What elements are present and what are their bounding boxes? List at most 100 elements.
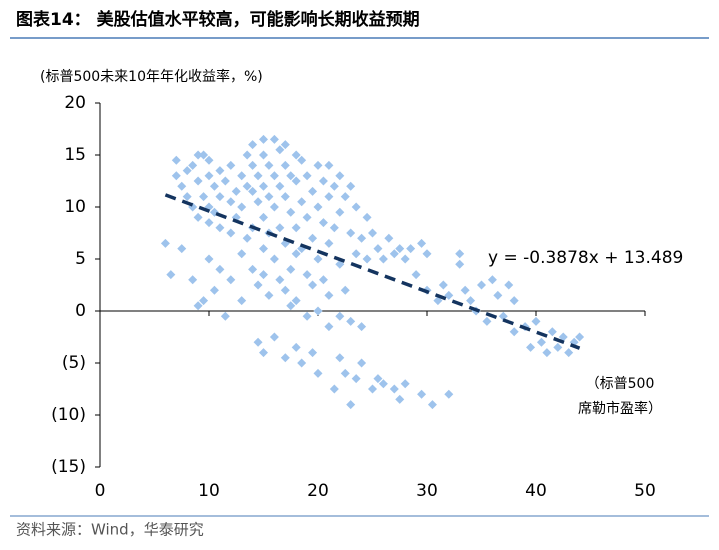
point bbox=[204, 171, 214, 181]
point bbox=[340, 192, 350, 202]
y-tick-label: (5) bbox=[62, 353, 86, 373]
point bbox=[438, 280, 448, 290]
point bbox=[318, 275, 328, 285]
point bbox=[487, 275, 497, 285]
point bbox=[226, 275, 236, 285]
point bbox=[269, 332, 279, 342]
point bbox=[378, 379, 388, 389]
point bbox=[177, 181, 187, 191]
point bbox=[193, 212, 203, 222]
point bbox=[308, 186, 318, 196]
point bbox=[253, 197, 263, 207]
point bbox=[373, 244, 383, 254]
point bbox=[237, 202, 247, 212]
point bbox=[215, 223, 225, 233]
point bbox=[237, 171, 247, 181]
point bbox=[526, 342, 536, 352]
point bbox=[329, 181, 339, 191]
point bbox=[193, 150, 203, 160]
point bbox=[531, 316, 541, 326]
point bbox=[335, 311, 345, 321]
point bbox=[269, 202, 279, 212]
point bbox=[286, 264, 296, 274]
point bbox=[351, 249, 361, 259]
point bbox=[253, 171, 263, 181]
point bbox=[259, 270, 268, 280]
point bbox=[291, 176, 301, 186]
point bbox=[444, 389, 454, 399]
point bbox=[362, 254, 372, 264]
point bbox=[340, 285, 350, 295]
point bbox=[417, 238, 427, 248]
point bbox=[199, 296, 209, 306]
point bbox=[220, 176, 230, 186]
point bbox=[171, 155, 181, 165]
point bbox=[455, 249, 465, 259]
point bbox=[575, 332, 585, 342]
point bbox=[395, 244, 405, 254]
point bbox=[389, 384, 399, 394]
point bbox=[188, 275, 198, 285]
point bbox=[313, 202, 323, 212]
point bbox=[329, 384, 339, 394]
x-axis-label: 席勒市盈率） bbox=[578, 400, 662, 417]
point bbox=[291, 249, 301, 259]
point bbox=[498, 311, 508, 321]
point bbox=[220, 311, 230, 321]
point bbox=[406, 244, 416, 254]
trendline bbox=[164, 193, 581, 350]
point bbox=[199, 150, 209, 160]
point bbox=[509, 296, 519, 306]
point bbox=[275, 223, 285, 233]
point bbox=[204, 218, 214, 228]
point bbox=[340, 368, 350, 378]
point bbox=[275, 181, 285, 191]
point bbox=[335, 353, 345, 363]
point bbox=[280, 140, 290, 150]
point bbox=[324, 238, 334, 248]
y-axis-label: (标普500未来10年年化收益率，%) bbox=[40, 68, 263, 85]
point bbox=[248, 186, 258, 196]
point bbox=[411, 270, 421, 280]
x-tick-label: 20 bbox=[307, 481, 329, 501]
source: 资料来源：Wind，华泰研究 bbox=[16, 521, 204, 539]
point bbox=[346, 400, 356, 410]
y-tick-label: 20 bbox=[64, 93, 86, 113]
point bbox=[259, 134, 268, 144]
x-tick-label: 40 bbox=[525, 481, 547, 501]
point bbox=[297, 197, 307, 207]
point bbox=[275, 145, 285, 155]
point bbox=[259, 212, 268, 222]
point bbox=[362, 212, 372, 222]
point bbox=[193, 301, 203, 311]
point bbox=[215, 264, 225, 274]
point bbox=[313, 160, 323, 170]
point bbox=[242, 150, 252, 160]
x-tick-label: 10 bbox=[198, 481, 220, 501]
point bbox=[324, 192, 334, 202]
point bbox=[291, 296, 301, 306]
point bbox=[324, 322, 334, 332]
point bbox=[231, 186, 241, 196]
point bbox=[264, 160, 274, 170]
point bbox=[297, 155, 307, 165]
point bbox=[444, 290, 454, 300]
point bbox=[286, 207, 296, 217]
annotation: y = -0.3878x + 13.489 bbox=[488, 248, 683, 268]
point bbox=[297, 358, 307, 368]
point bbox=[199, 192, 209, 202]
point bbox=[536, 337, 546, 347]
x-tick-label: 0 bbox=[95, 481, 106, 501]
point bbox=[204, 155, 214, 165]
point bbox=[193, 176, 203, 186]
point bbox=[215, 166, 225, 176]
point bbox=[248, 140, 258, 150]
point bbox=[209, 181, 219, 191]
point bbox=[400, 379, 410, 389]
point bbox=[357, 358, 367, 368]
point bbox=[248, 160, 258, 170]
point bbox=[373, 374, 383, 384]
point bbox=[482, 316, 492, 326]
point bbox=[351, 374, 361, 384]
